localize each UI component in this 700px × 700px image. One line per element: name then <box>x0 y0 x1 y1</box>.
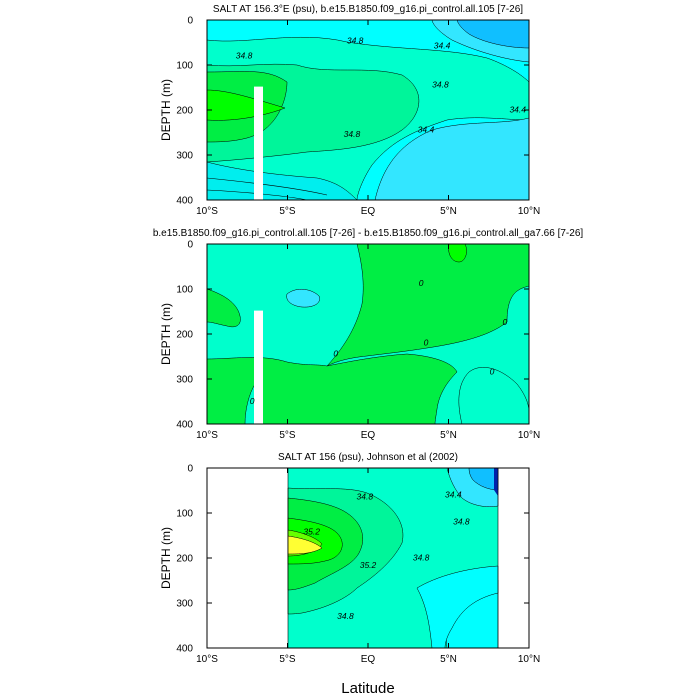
y-tick-label: 100 <box>176 61 193 72</box>
y-tick-label: 0 <box>187 240 193 251</box>
panel-1-axes: 10°S 5°S EQ 5°N 10°N 0 100 200 300 400 DEPTH (m) <box>159 16 540 218</box>
panel-1: SALT AT 156.3°E (psu), b.e15.B1850.f09_g… <box>159 4 540 217</box>
y-axis-label: DEPTH (m) <box>159 527 173 589</box>
contour-line <box>206 189 308 201</box>
contour-label: 34.8 <box>337 611 354 621</box>
x-tick-label: 10°S <box>196 654 218 665</box>
fill-dark-blue-notch <box>494 468 498 496</box>
x-tick-label: 5°N <box>440 206 457 217</box>
x-tick-label: 5°S <box>279 654 296 665</box>
contour-label: 0 <box>490 367 495 377</box>
contour-label: 0 <box>424 337 429 347</box>
panel-2-contour-labels: 0 0 0 0 0 0 <box>250 278 508 406</box>
panel-2-plot: 0 0 0 0 0 0 <box>206 243 530 425</box>
x-tick-label: 10°S <box>196 430 218 441</box>
y-tick-label: 100 <box>176 285 193 296</box>
contour-label: 34.8 <box>236 50 253 60</box>
y-axis-label: DEPTH (m) <box>159 79 173 141</box>
contour-label: 34.4 <box>445 489 462 499</box>
panel-2-title: b.e15.B1850.f09_g16.pi_control.all.105 [… <box>153 228 584 239</box>
x-tick-label: 10°N <box>518 654 540 665</box>
fill-green-upper-right <box>326 243 530 367</box>
fill-cyan-mid-region <box>416 565 499 649</box>
contour-label: 34.8 <box>344 129 361 139</box>
contour-label: 34.4 <box>509 104 526 114</box>
panel-3-title: SALT AT 156 (psu), Johnson et al (2002) <box>278 452 458 463</box>
fill-bright-green-core <box>206 89 286 121</box>
x-tick-label: 10°S <box>196 206 218 217</box>
panel-1-contour-labels: 34.8 34.8 34.4 34.8 34.8 34.4 34.4 <box>236 35 527 139</box>
y-tick-label: 300 <box>176 375 193 386</box>
fill-green-left-blob <box>206 288 241 328</box>
x-tick-label: EQ <box>361 654 376 665</box>
fill-light-green-blob <box>448 243 467 263</box>
panel-3-contour-labels: 34.8 34.4 34.8 35.2 35.2 34.8 34.8 <box>303 489 470 621</box>
fill-sky-small-blob <box>286 289 320 308</box>
x-axis-label: Latitude <box>341 680 394 697</box>
contour-label: 0 <box>419 278 424 288</box>
y-axis-label: DEPTH (m) <box>159 303 173 365</box>
fill-green-lower-region <box>206 353 458 425</box>
x-tick-label: 10°N <box>518 206 540 217</box>
y-tick-label: 400 <box>176 644 193 655</box>
contour-label: 35.2 <box>303 527 320 537</box>
panel-1-title: SALT AT 156.3°E (psu), b.e15.B1850.f09_g… <box>213 4 523 15</box>
y-tick-label: 300 <box>176 599 193 610</box>
contour-label: 34.4 <box>418 125 435 135</box>
y-tick-label: 300 <box>176 151 193 162</box>
contour-label: 0 <box>502 317 507 327</box>
fill-aqua-lower-right <box>458 367 530 425</box>
x-tick-label: 5°N <box>440 430 457 441</box>
contour-label: 34.8 <box>347 35 364 45</box>
panel-3-plot: 34.8 34.4 34.8 35.2 35.2 34.8 34.8 <box>287 467 499 649</box>
panel-1-plot: 34.8 34.8 34.4 34.8 34.8 34.4 34.4 <box>206 19 530 201</box>
y-tick-label: 0 <box>187 16 193 27</box>
panel-2-axes: 10°S 5°S EQ 5°N 10°N 0 100 200 300 400 DEPTH (m) <box>159 240 540 442</box>
y-tick-label: 200 <box>176 330 193 341</box>
contour-label: 34.8 <box>432 80 449 90</box>
panel-3: SALT AT 156 (psu), Johnson et al (2002) … <box>159 452 540 665</box>
x-tick-label: 5°S <box>279 206 296 217</box>
x-tick-label: EQ <box>361 430 376 441</box>
y-tick-label: 0 <box>187 464 193 475</box>
contour-label: 35.2 <box>360 560 377 570</box>
contour-label: 34.8 <box>357 492 374 502</box>
contour-label: 34.4 <box>434 40 451 50</box>
fill-light-cyan-bottom <box>206 161 358 201</box>
contour-label: 34.8 <box>453 516 470 526</box>
y-tick-label: 400 <box>176 420 193 431</box>
y-tick-label: 100 <box>176 509 193 520</box>
x-tick-label: 5°S <box>279 430 296 441</box>
x-tick-label: EQ <box>361 206 376 217</box>
x-tick-label: 10°N <box>518 430 540 441</box>
panel-2: b.e15.B1850.f09_g16.pi_control.all.105 [… <box>153 228 584 441</box>
contour-line <box>206 177 328 196</box>
mask-white-bar <box>254 86 263 200</box>
mask-white-bar <box>254 310 263 424</box>
fill-deep-sky-corner <box>456 19 530 49</box>
fill-yellow-core <box>287 535 323 555</box>
y-tick-label: 200 <box>176 106 193 117</box>
contour-label: 34.8 <box>413 552 430 562</box>
contour-label: 0 <box>250 396 255 406</box>
fill-sky-lower-right <box>374 117 530 201</box>
y-tick-label: 400 <box>176 196 193 207</box>
y-tick-label: 200 <box>176 554 193 565</box>
panel-3-axes: 10°S 5°S EQ 5°N 10°N 0 100 200 300 400 DEPTH (m) <box>159 464 540 666</box>
x-tick-label: 5°N <box>440 654 457 665</box>
contour-label: 0 <box>333 349 338 359</box>
